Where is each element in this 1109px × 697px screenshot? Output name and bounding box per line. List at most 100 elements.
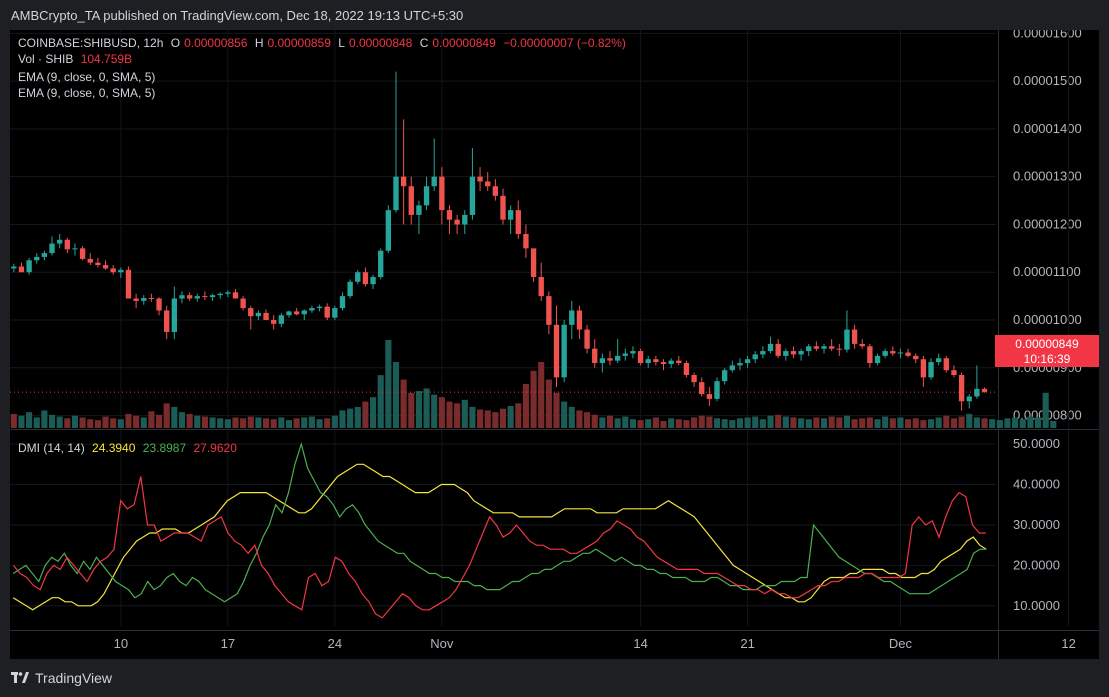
volume-bar	[178, 412, 186, 428]
candle-body	[370, 277, 376, 285]
candle-body	[225, 292, 231, 294]
candle-body	[469, 176, 476, 215]
volume-bar	[155, 414, 163, 428]
volume-bar	[415, 391, 422, 428]
volume-value: 104.759B	[80, 52, 133, 66]
candle-body	[958, 374, 965, 402]
candle-body	[202, 296, 208, 298]
candle-body	[57, 239, 63, 244]
volume-bar	[125, 413, 132, 428]
dmi-legend[interactable]: DMI (14, 14) 24.3940 23.8987 27.9620	[18, 441, 241, 455]
candle-body	[699, 382, 705, 395]
volume-bar	[675, 419, 682, 428]
candle-body	[164, 310, 170, 332]
candle-body	[194, 296, 200, 299]
volume-bar	[87, 419, 94, 428]
dmi-axis-tick: 50.0000	[1013, 436, 1060, 451]
tradingview-logo[interactable]: TradingView	[11, 670, 112, 686]
candle-body	[26, 260, 32, 273]
candle-body	[477, 176, 483, 182]
candle-body	[286, 311, 292, 316]
candle-body	[339, 296, 346, 309]
volume-bar	[920, 420, 927, 428]
volume-bar	[18, 415, 25, 428]
candle-body	[607, 358, 613, 361]
volume-bar	[56, 416, 63, 428]
candle-body	[316, 306, 323, 309]
volume-bar	[209, 417, 216, 428]
volume-bar	[882, 416, 889, 428]
candle-body	[844, 329, 850, 350]
volume-bar	[79, 417, 86, 428]
volume-bar	[247, 416, 254, 428]
candle-body	[34, 256, 40, 261]
volume-bar	[584, 412, 591, 428]
volume-bar	[668, 418, 675, 428]
volume-bar	[660, 420, 667, 428]
volume-bar	[629, 419, 636, 428]
candle-body	[87, 258, 93, 263]
volume-bar	[438, 397, 445, 428]
candle-body	[760, 351, 766, 355]
candle-body	[806, 346, 812, 352]
candle-body	[890, 351, 896, 354]
candle-body	[217, 293, 223, 296]
volume-bar	[775, 414, 782, 428]
time-axis-tick: 10	[114, 636, 128, 651]
candle-body	[347, 281, 353, 297]
volume-bar	[293, 418, 300, 428]
change-value: −0.00000007 (−0.82%)	[503, 36, 626, 50]
volume-bar	[499, 408, 507, 428]
candle-body	[951, 370, 957, 375]
volume-bar	[889, 418, 896, 428]
volume-bar	[262, 418, 270, 428]
candle-body	[515, 210, 521, 235]
volume-bar	[186, 413, 193, 428]
volume-bar	[981, 418, 988, 428]
volume-bar	[461, 399, 468, 428]
chart-frame[interactable]: 0.000008000.000009000.000010000.00001100…	[10, 30, 1099, 659]
volume-bar	[538, 362, 545, 428]
price-axis-tick: 0.00001000	[1013, 312, 1082, 327]
volume-bar	[767, 415, 774, 428]
time-axis-tick: 12	[1061, 636, 1075, 651]
candle-body	[102, 265, 109, 269]
volume-bar	[759, 419, 766, 428]
volume-bar	[64, 418, 71, 428]
ema-legend-1[interactable]: EMA (9, close, 0, SMA, 5)	[18, 70, 159, 84]
dmi-axis-tick: 40.0000	[1013, 477, 1060, 492]
candle-body	[248, 308, 254, 317]
ema-legend-2[interactable]: EMA (9, close, 0, SMA, 5)	[18, 86, 159, 100]
time-axis-tick: 14	[633, 636, 647, 651]
candle-body	[775, 343, 781, 356]
volume-bar	[163, 403, 170, 428]
candle-body	[928, 362, 934, 378]
dmi-line-adx	[12, 463, 987, 611]
volume-bar	[148, 411, 155, 428]
candle-body	[592, 348, 598, 364]
ema-label-1: EMA (9, close, 0, SMA, 5)	[18, 70, 156, 84]
open-label: O	[170, 36, 181, 50]
volume-bar	[33, 417, 40, 428]
volume-bar	[48, 414, 56, 428]
volume-bar	[935, 417, 942, 428]
chart-canvas[interactable]: 0.000008000.000009000.000010000.00001100…	[10, 30, 1099, 659]
candle-body	[186, 295, 193, 299]
candle-body	[737, 363, 743, 366]
volume-bar	[240, 418, 247, 428]
candle-body	[240, 298, 246, 309]
volume-legend[interactable]: Vol · SHIB 104.759B	[18, 52, 136, 66]
symbol-label[interactable]: COINBASE:SHIBUSD, 12h	[18, 36, 164, 50]
volume-bar	[331, 415, 338, 428]
volume-bar	[224, 419, 231, 428]
volume-bar	[989, 419, 996, 428]
volume-bar	[1034, 417, 1042, 428]
candle-body	[691, 374, 697, 383]
candle-body	[400, 176, 407, 187]
volume-bar	[813, 417, 820, 428]
volume-bar	[1027, 416, 1034, 428]
volume-bar	[752, 416, 759, 428]
tradingview-icon	[11, 672, 29, 683]
candle-body	[324, 306, 330, 318]
candle-body	[408, 186, 414, 215]
